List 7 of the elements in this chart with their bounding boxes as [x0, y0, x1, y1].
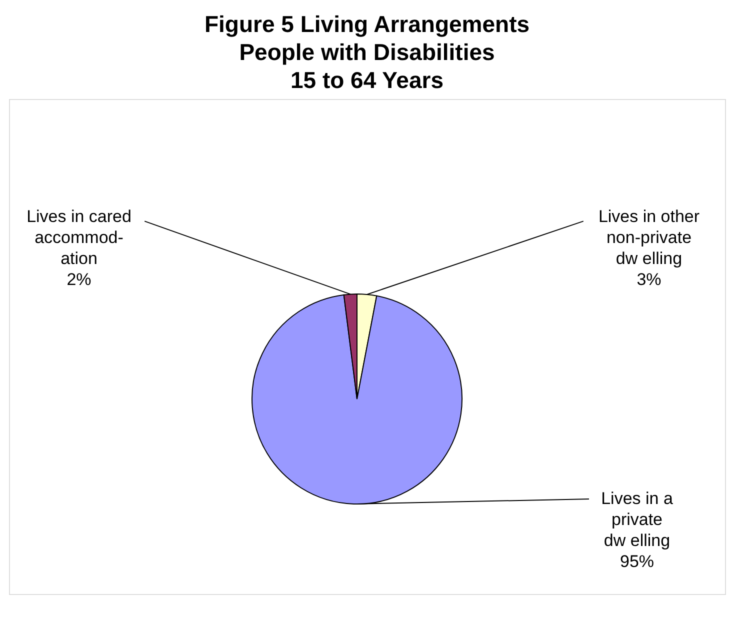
data-label: 95% [620, 552, 654, 571]
data-label: 3% [636, 270, 662, 289]
slice-label: Lives in a private dw elling [601, 489, 674, 550]
slice-label: Lives in other non-private dw elling [598, 207, 700, 268]
chart-title: Figure 5 Living Arrangements People with Disabilities 15 to 64 Years [204, 11, 530, 93]
slice-label: Lives in cared accommod- ation [26, 207, 132, 268]
data-label: 2% [66, 270, 92, 289]
